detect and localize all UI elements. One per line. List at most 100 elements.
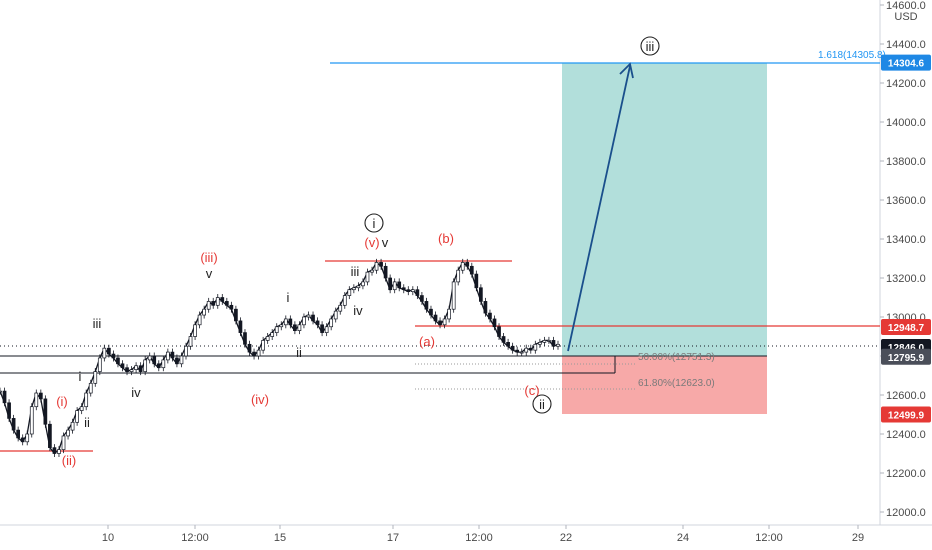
candle-body xyxy=(270,332,275,337)
candle-body xyxy=(456,269,461,283)
fib-1618-label: 1.618(14305.8) xyxy=(818,50,886,61)
time-tick-label: 24 xyxy=(677,532,689,544)
wave-label-red-v: (v) xyxy=(364,235,379,250)
candle-body xyxy=(97,357,102,372)
time-tick-label: 17 xyxy=(387,532,399,544)
candle-body xyxy=(501,336,506,343)
candle-body xyxy=(265,336,270,341)
wave-label-black-v-2: v xyxy=(382,235,389,250)
candle-body xyxy=(474,273,479,289)
candle-body xyxy=(88,382,93,394)
candle-body xyxy=(388,277,392,291)
candle-body xyxy=(256,349,261,357)
wave-circle-iii xyxy=(640,36,660,56)
wave-circle-i xyxy=(364,213,384,233)
candle-body xyxy=(492,318,497,328)
candle-body xyxy=(397,281,402,289)
price-tick-label: 14200.0 xyxy=(886,78,926,90)
candle-body xyxy=(66,429,70,437)
candle-body xyxy=(179,355,184,365)
candle-body xyxy=(479,287,483,302)
candle-body xyxy=(84,392,89,408)
candle-body xyxy=(215,297,220,306)
candle-body xyxy=(161,359,166,369)
candle-body xyxy=(510,345,515,351)
price-tick-label: 14000.0 xyxy=(886,117,926,129)
price-tag-box xyxy=(881,406,931,423)
time-tick-label: 12:00 xyxy=(465,532,493,544)
candle-body xyxy=(442,318,447,326)
candle-body xyxy=(302,316,306,326)
wave-label-black-iv-2: iv xyxy=(353,303,363,318)
candle-body xyxy=(166,351,170,361)
candle-body xyxy=(224,301,229,306)
candle-body xyxy=(311,314,315,322)
wave-label-red-c: (c) xyxy=(524,383,539,398)
candle-body xyxy=(315,320,320,326)
candle-body xyxy=(61,435,66,450)
candle-body xyxy=(497,326,501,337)
candle-body xyxy=(347,289,352,296)
candle-body xyxy=(356,285,361,289)
candle-body xyxy=(7,402,11,419)
candle-body xyxy=(75,410,79,423)
fib-50-label: 50.00%(12751.3) xyxy=(638,352,715,363)
time-axis-ticks: 10 12:00 15 17 12:00 22 24 12:00 29 xyxy=(102,525,864,544)
candles xyxy=(0,258,560,458)
candle-body xyxy=(125,367,129,372)
candle-body xyxy=(252,351,256,357)
wave-label-black-i-1: i xyxy=(79,369,82,384)
wave-label-black-ii-1: ii xyxy=(84,415,90,430)
candle-body xyxy=(274,326,279,333)
candle-body xyxy=(206,301,211,310)
candle-body xyxy=(283,318,288,326)
candle-body xyxy=(211,301,216,306)
candle-body xyxy=(261,340,265,351)
wave-label-red-iv: (iv) xyxy=(251,392,269,407)
candle-body xyxy=(483,301,488,314)
candle-body xyxy=(392,281,397,291)
candle-body xyxy=(333,310,338,320)
candle-body xyxy=(438,320,442,326)
candle-body xyxy=(329,318,334,328)
candle-body xyxy=(134,365,138,370)
time-tick-label: 29 xyxy=(852,532,864,544)
profit-zone xyxy=(562,63,767,356)
candle-body xyxy=(429,308,433,316)
wave-circled-label-iii: iii xyxy=(646,39,655,54)
wave-label-black-iii-1: iii xyxy=(93,316,102,331)
price-tick-label: 13400.0 xyxy=(886,234,926,246)
candle-body xyxy=(197,314,202,326)
time-tick-label: 15 xyxy=(274,532,286,544)
candle-body xyxy=(324,326,329,333)
candle-body xyxy=(293,324,297,331)
price-tag-box xyxy=(881,54,931,71)
candle-body xyxy=(420,295,424,302)
candle-body xyxy=(519,351,524,354)
price-tag-box xyxy=(881,348,931,365)
currency-label: USD xyxy=(894,11,917,23)
candle-body xyxy=(515,349,520,353)
candle-body xyxy=(11,418,16,431)
price-tag-label: 12795.9 xyxy=(888,353,925,364)
price-tick-label: 14600.0 xyxy=(886,0,926,12)
candle-body xyxy=(433,314,438,322)
candle-body xyxy=(38,392,43,400)
wave-label-red-a: (a) xyxy=(419,334,435,349)
candle-body xyxy=(234,308,238,322)
time-tick-label: 10 xyxy=(102,532,114,544)
candle-body xyxy=(451,281,456,310)
price-tag-label: 14304.6 xyxy=(888,59,925,70)
candle-body xyxy=(52,447,57,454)
time-tick-label: 12:00 xyxy=(181,532,209,544)
candle-body xyxy=(184,345,188,357)
wave-label-red-b: (b) xyxy=(438,231,454,246)
price-tick-label: 13600.0 xyxy=(886,195,926,207)
candle-body xyxy=(188,336,193,347)
price-tick-label: 13800.0 xyxy=(886,156,926,168)
candle-body xyxy=(102,347,107,359)
candle-body xyxy=(93,371,98,384)
candle-body xyxy=(0,390,2,393)
